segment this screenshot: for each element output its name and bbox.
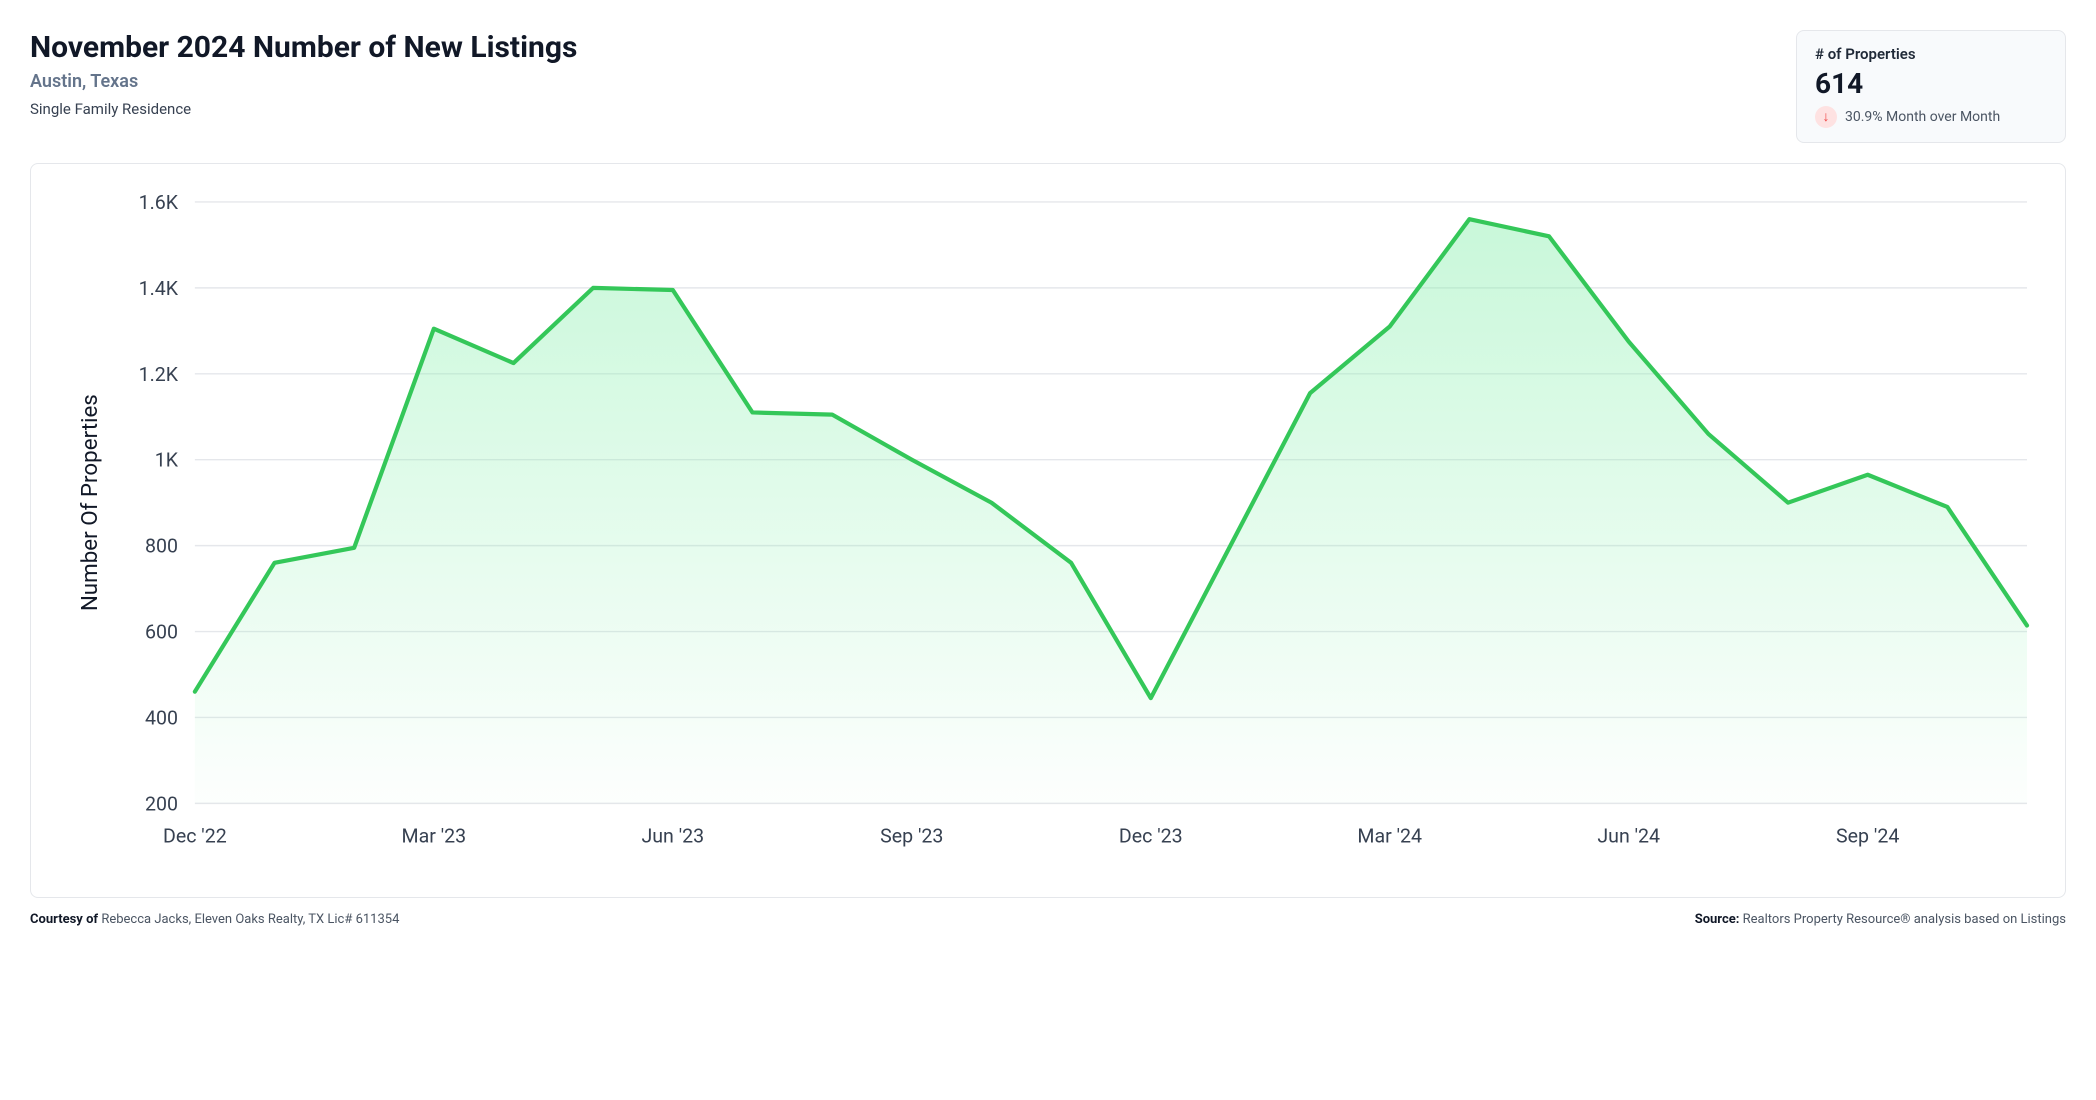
footer-row: Courtesy of Rebecca Jacks, Eleven Oaks R… [30,912,2066,927]
courtesy-line: Courtesy of Rebecca Jacks, Eleven Oaks R… [30,912,399,927]
source-label: Source: [1695,912,1740,927]
page-title: November 2024 Number of New Listings [30,30,577,65]
title-block: November 2024 Number of New Listings Aus… [30,30,577,118]
svg-text:Number Of Properties: Number Of Properties [77,394,103,611]
svg-text:1.4K: 1.4K [139,277,179,300]
svg-text:Jun '23: Jun '23 [641,825,704,848]
arrow-down-icon: ↓ [1815,106,1837,128]
header-row: November 2024 Number of New Listings Aus… [30,30,2066,143]
source-line: Source: Realtors Property Resource® anal… [1695,912,2066,927]
stat-label: # of Properties [1815,45,2047,63]
chart-panel: 200 400 600 800 1K 1.2K 1.4K 1.6K Dec '22 Mar '23… [30,163,2066,898]
svg-text:Jun '24: Jun '24 [1597,825,1660,848]
stat-delta: ↓ 30.9% Month over Month [1815,106,2047,128]
svg-text:Dec '22: Dec '22 [163,825,227,848]
svg-text:Mar '24: Mar '24 [1357,825,1422,848]
svg-text:Mar '23: Mar '23 [401,825,466,848]
svg-text:Sep '24: Sep '24 [1836,825,1899,848]
location-subtitle: Austin, Texas [30,71,577,92]
svg-text:1.2K: 1.2K [139,363,179,386]
stat-value: 614 [1815,67,2047,100]
svg-text:Dec '23: Dec '23 [1119,825,1183,848]
svg-text:400: 400 [145,706,178,729]
svg-text:Sep '23: Sep '23 [880,825,943,848]
svg-text:1K: 1K [155,449,179,472]
stat-card: # of Properties 614 ↓ 30.9% Month over M… [1796,30,2066,143]
svg-text:800: 800 [145,535,178,558]
stat-delta-text: 30.9% Month over Month [1845,109,2000,125]
svg-text:200: 200 [145,792,178,815]
property-type: Single Family Residence [30,100,577,118]
svg-text:600: 600 [145,621,178,644]
svg-text:1.6K: 1.6K [139,191,179,214]
courtesy-text: Rebecca Jacks, Eleven Oaks Realty, TX Li… [101,912,399,927]
source-text: Realtors Property Resource® analysis bas… [1743,912,2066,927]
courtesy-label: Courtesy of [30,912,98,927]
listings-area-chart: 200 400 600 800 1K 1.2K 1.4K 1.6K Dec '22 Mar '23… [41,174,2055,873]
